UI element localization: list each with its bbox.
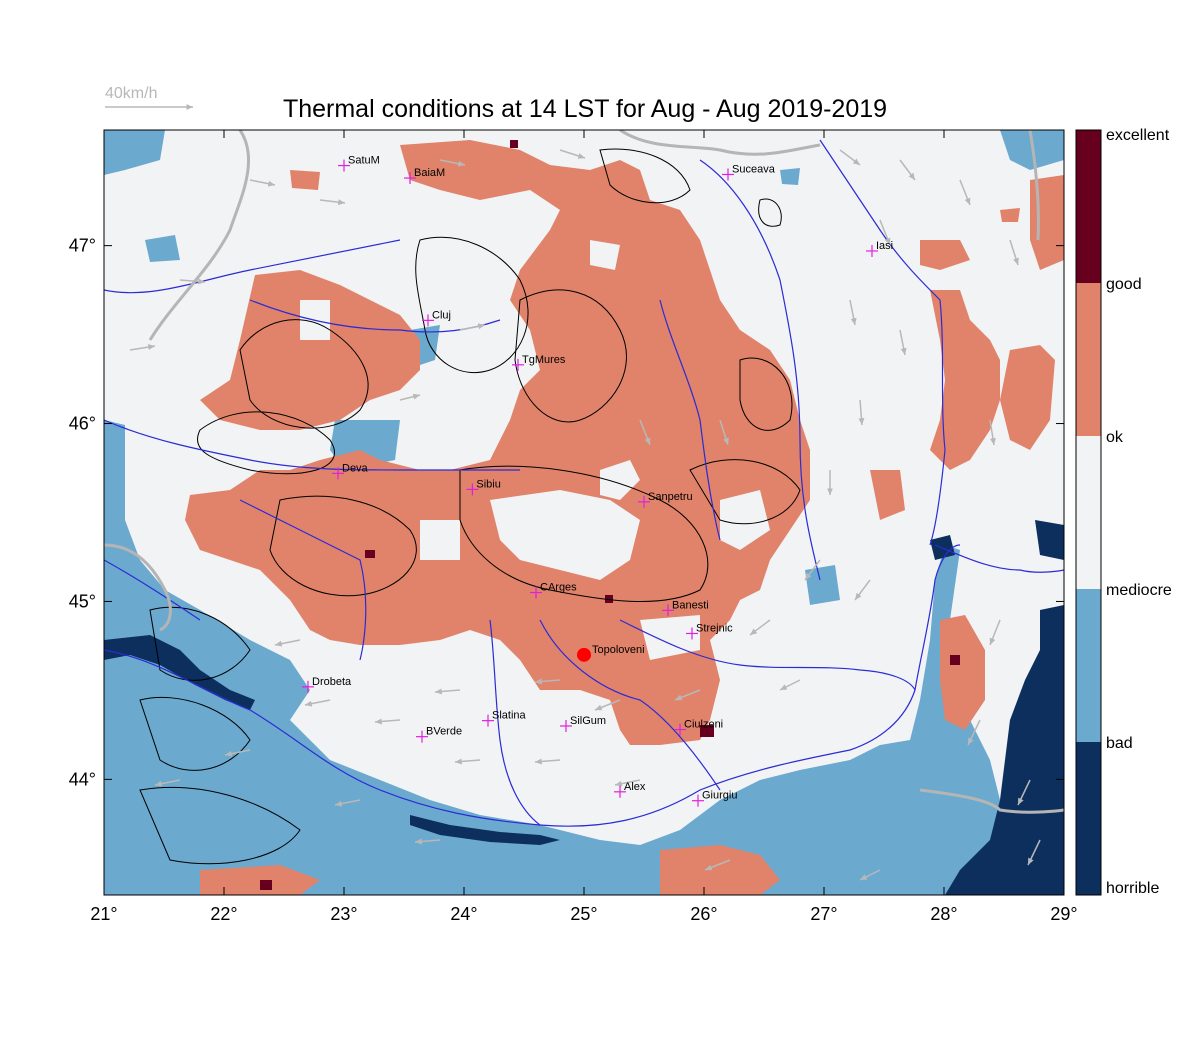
y-tick-label: 45° [69,591,96,611]
colorbar-bad-swatch [1076,589,1101,742]
ok-pockets [300,240,770,660]
y-tick-label: 47° [69,236,96,256]
city-label: Sanpetru [648,491,693,503]
city-label: SilGum [570,715,606,727]
x-tick-label: 23° [330,904,357,924]
rivers [104,139,1064,827]
city-label: Giurgiu [702,790,737,802]
colorbar-label-ok: ok [1106,429,1124,446]
topoloveni-marker: Topoloveni [577,644,645,662]
wind-scale-label: 40km/h [105,85,157,102]
colorbar-good-swatch [1076,283,1101,436]
y-tick-label: 44° [69,769,96,789]
city-strejnic: Strejnic [686,622,733,640]
colorbar-label-horrible: horrible [1106,880,1159,897]
city-label: CArges [540,582,577,594]
y-tick-label: 46° [69,414,96,434]
city-sibiu: Sibiu [466,478,501,496]
city-ciulnita: Ciulzeni [674,719,723,736]
city-label: Deva [342,462,369,474]
city-satum: SatuM [338,155,380,172]
city-sanpetru: Sanpetru [638,491,693,508]
city-markers: SatuM BaiaM Suceava Iasi Cluj TgMures Deva Sibi… [302,155,893,807]
x-tick-label: 26° [690,904,717,924]
city-giurgiu: Giurgiu [692,790,737,807]
city-label: Banesti [672,599,709,611]
city-iasi: Iasi [866,240,893,257]
chart-title: Thermal conditions at 14 LST for Aug - A… [283,95,887,123]
colorbar-label-mediocre: mediocre [1106,582,1172,599]
x-tick-label: 24° [450,904,477,924]
colorbar: excellent good ok mediocre bad horrible [1075,127,1172,897]
city-deva: Deva [332,462,369,480]
city-baiam: BaiaM [404,167,445,185]
x-tick-label: 22° [210,904,237,924]
city-label: Ciulzeni [684,719,723,731]
excellent-spots [260,140,960,890]
city-label: BVerde [426,726,462,738]
terrain-contours [139,148,801,865]
city-alex: Alex [614,781,646,798]
borders [104,130,1064,814]
city-banesti: Banesti [662,599,709,617]
x-tick-label: 25° [570,904,597,924]
colorbar-label-bad: bad [1106,735,1133,752]
city-silgum: SilGum [560,715,606,732]
city-slatina: Slatina [482,710,527,727]
colorbar-label-good: good [1106,276,1142,293]
city-tgmures: TgMures [512,354,566,371]
topoloveni-label: Topoloveni [592,644,645,656]
city-suceava: Suceava [722,163,776,181]
city-label: Cluj [432,309,451,321]
map-layers [104,130,1064,895]
x-tick-label: 27° [810,904,837,924]
city-label: Strejnic [696,622,733,634]
colorbar-label-excellent: excellent [1106,127,1170,144]
city-drobeta: Drobeta [302,676,352,693]
x-tick-label: 21° [90,904,117,924]
colorbar-horrible-swatch [1076,742,1101,895]
wind-arrows [129,149,1041,881]
city-label: TgMures [522,354,566,366]
city-label: SatuM [348,155,380,167]
axis-ticks: 21° 22° 23° 24° 25° 26° 27° 28° 29° 47° 46° 45° 44° [69,130,1078,924]
colorbar-ok-swatch [1076,436,1101,589]
colorbar-excellent-swatch [1076,130,1101,283]
city-bverde: BVerde [416,726,462,743]
city-label: Drobeta [312,676,352,688]
wind-scale: 40km/h [105,85,193,110]
city-label: BaiaM [414,167,445,179]
city-label: Iasi [876,240,893,252]
city-label: Sibiu [476,478,500,490]
city-carges: CArges [530,582,577,599]
x-tick-label: 28° [930,904,957,924]
city-label: Suceava [732,163,776,175]
x-tick-label: 29° [1050,904,1077,924]
city-label: Slatina [492,710,527,722]
city-label: Alex [624,781,646,793]
city-cluj: Cluj [422,309,451,327]
